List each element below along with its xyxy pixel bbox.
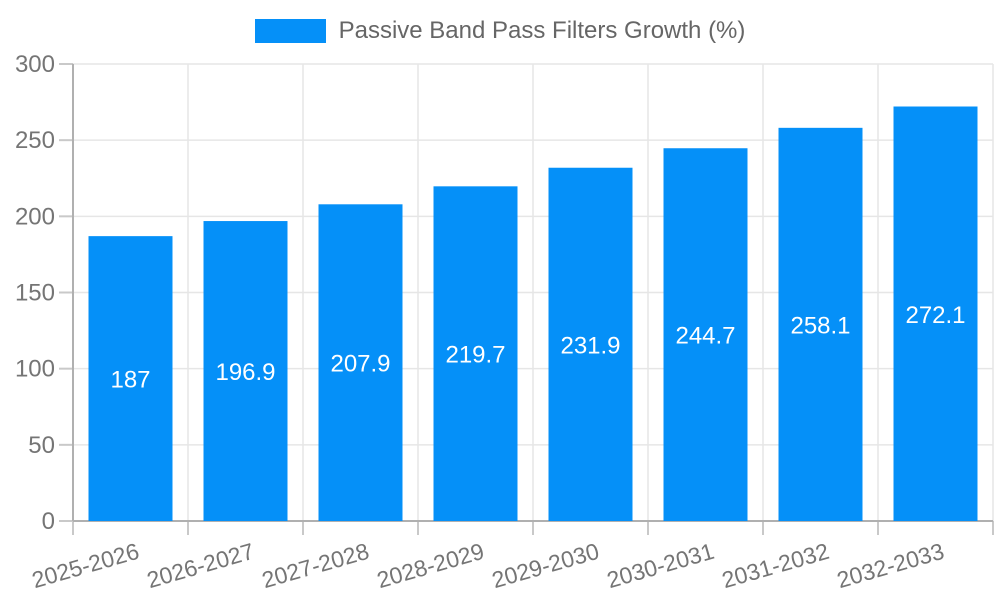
x-tick-label: 2026-2027 xyxy=(144,538,257,593)
bar-value-label: 231.9 xyxy=(560,332,620,359)
bar-2032-2033[interactable] xyxy=(893,106,978,521)
bar-2026-2027[interactable] xyxy=(203,221,288,521)
bar-2030-2031[interactable] xyxy=(663,148,748,521)
bar-2029-2030[interactable] xyxy=(548,167,633,521)
x-tick-label: 2030-2031 xyxy=(604,538,717,593)
y-tick-label: 150 xyxy=(15,280,55,307)
y-tick-label: 250 xyxy=(15,127,55,154)
x-tick-label: 2028-2029 xyxy=(374,538,487,593)
bar-2028-2029[interactable] xyxy=(433,186,518,521)
x-tick-label: 2031-2032 xyxy=(719,538,832,593)
bar-value-label: 272.1 xyxy=(905,302,965,329)
x-tick-label: 2032-2033 xyxy=(834,538,947,593)
x-tick-label: 2025-2026 xyxy=(29,538,142,593)
y-tick-label: 50 xyxy=(28,432,55,459)
legend-swatch[interactable] xyxy=(254,19,326,43)
x-tick-label: 2029-2030 xyxy=(489,538,602,593)
bar-2027-2028[interactable] xyxy=(318,204,403,521)
bar-value-label: 258.1 xyxy=(790,312,850,339)
legend: Passive Band Pass Filters Growth (%) xyxy=(0,17,1000,45)
bar-value-label: 207.9 xyxy=(330,351,390,378)
bar-value-label: 219.7 xyxy=(445,342,505,369)
bar-value-label: 196.9 xyxy=(215,359,275,386)
bar-2025-2026[interactable] xyxy=(88,236,173,522)
legend-label[interactable]: Passive Band Pass Filters Growth (%) xyxy=(338,17,746,44)
bar-value-label: 244.7 xyxy=(675,323,735,350)
y-tick-label: 0 xyxy=(42,508,55,535)
x-tick-label: 2027-2028 xyxy=(259,538,372,593)
y-tick-label: 200 xyxy=(15,203,55,230)
y-tick-label: 300 xyxy=(15,51,55,78)
y-tick-label: 100 xyxy=(15,356,55,383)
bar-value-label: 187 xyxy=(110,367,150,394)
bar-2031-2032[interactable] xyxy=(778,127,863,521)
